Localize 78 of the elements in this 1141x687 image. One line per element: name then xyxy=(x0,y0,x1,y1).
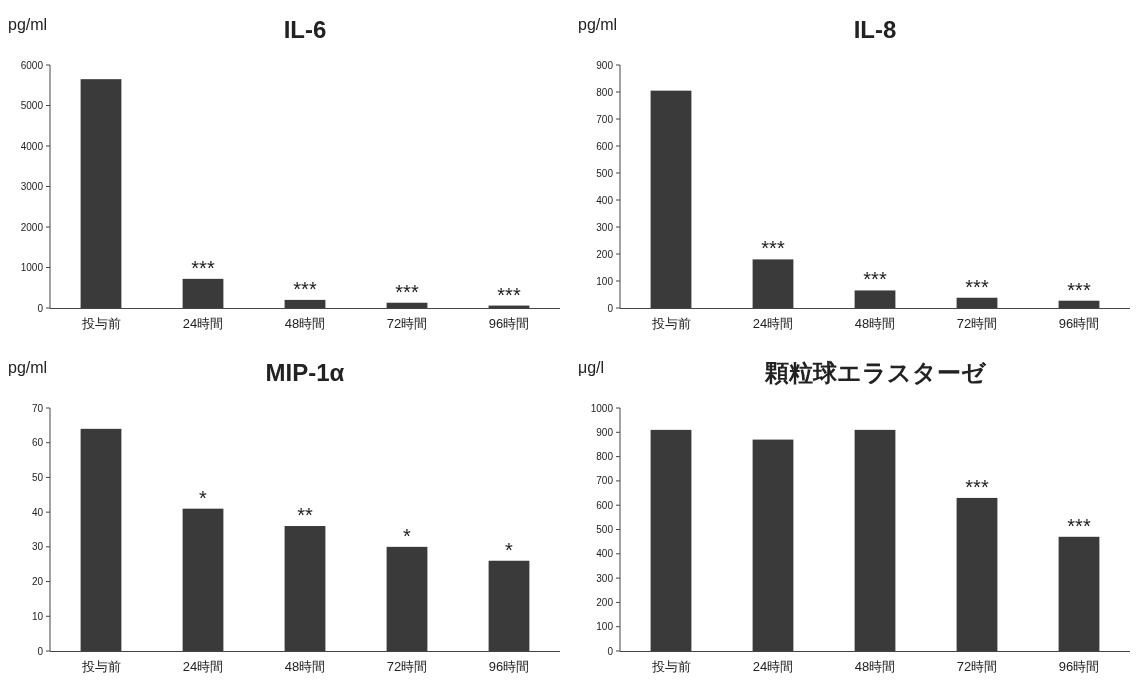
y-tick-label: 40 xyxy=(31,506,44,518)
y-tick-label: 0 xyxy=(607,302,614,314)
x-tick-label: 投与前 xyxy=(80,659,121,674)
y-tick-label: 50 xyxy=(31,471,44,483)
y-tick-label: 500 xyxy=(596,167,614,179)
x-tick-label: 96時間 xyxy=(1058,316,1100,331)
annotation: *** xyxy=(497,283,521,306)
x-tick-label: 72時間 xyxy=(956,316,998,331)
y-tick-label: 800 xyxy=(596,86,614,98)
chart-title: IL-8 xyxy=(853,16,897,43)
annotation: *** xyxy=(965,275,989,298)
y-tick-label: 300 xyxy=(596,221,614,233)
y-tick-label: 20 xyxy=(31,576,44,588)
y-tick-label: 200 xyxy=(596,248,614,260)
x-tick-label: 48時間 xyxy=(284,659,326,674)
y-tick-label: 800 xyxy=(596,451,614,463)
x-tick-label: 72時間 xyxy=(386,659,428,674)
x-tick-label: 96時間 xyxy=(488,316,530,331)
x-tick-label: 48時間 xyxy=(284,316,326,331)
y-tick-label: 500 xyxy=(596,524,614,535)
y-axis-title: pg/ml xyxy=(8,16,48,33)
y-tick-label: 2000 xyxy=(20,221,44,233)
y-tick-label: 900 xyxy=(596,59,614,71)
y-tick-label: 0 xyxy=(607,645,614,657)
y-axis-title: μg/l xyxy=(578,359,605,376)
y-tick-label: 30 xyxy=(31,541,44,553)
y-tick-label: 700 xyxy=(596,475,614,487)
annotation: ** xyxy=(297,504,313,527)
chart-title: MIP-1α xyxy=(265,359,345,386)
y-tick-label: 900 xyxy=(596,426,614,438)
annotation: *** xyxy=(1067,514,1091,537)
y-tick-label: 200 xyxy=(596,596,614,608)
x-tick-label: 96時間 xyxy=(488,659,530,674)
chart-title: IL-6 xyxy=(283,16,327,43)
annotation: *** xyxy=(761,237,785,260)
y-tick-label: 0 xyxy=(37,302,44,314)
y-axis-title: pg/ml xyxy=(578,16,618,33)
annotation: * xyxy=(403,524,411,547)
y-tick-label: 0 xyxy=(37,645,44,657)
x-tick-label: 48時間 xyxy=(854,316,896,331)
y-tick-label: 1000 xyxy=(590,402,614,414)
y-tick-label: 3000 xyxy=(20,181,44,192)
annotation: *** xyxy=(293,277,317,300)
x-tick-label: 投与前 xyxy=(650,316,691,331)
y-tick-label: 600 xyxy=(596,499,614,511)
y-tick-label: 4000 xyxy=(20,140,44,152)
y-tick-label: 70 xyxy=(31,402,44,414)
x-tick-label: 投与前 xyxy=(80,316,121,331)
annotation: * xyxy=(199,486,207,509)
annotation: *** xyxy=(965,475,989,498)
y-tick-label: 700 xyxy=(596,113,614,125)
x-tick-label: 72時間 xyxy=(386,316,428,331)
y-tick-label: 60 xyxy=(31,437,44,449)
y-tick-label: 600 xyxy=(596,140,614,152)
y-tick-label: 5000 xyxy=(20,100,44,111)
x-tick-label: 72時間 xyxy=(956,659,998,674)
y-tick-label: 100 xyxy=(596,275,614,287)
x-tick-label: 48時間 xyxy=(854,659,896,674)
y-tick-label: 10 xyxy=(31,610,44,622)
chart-title: 顆粒球エラスターゼ xyxy=(763,359,987,386)
x-tick-label: 24時間 xyxy=(752,316,794,331)
annotation: *** xyxy=(863,268,887,291)
x-tick-label: 24時間 xyxy=(182,316,224,331)
x-tick-label: 24時間 xyxy=(182,659,224,674)
annotation: * xyxy=(505,538,513,561)
annotation: *** xyxy=(395,280,419,303)
y-tick-label: 300 xyxy=(596,572,614,584)
y-tick-label: 6000 xyxy=(20,59,44,71)
y-tick-label: 400 xyxy=(596,194,614,206)
x-tick-label: 24時間 xyxy=(752,659,794,674)
y-tick-label: 1000 xyxy=(20,262,44,273)
y-tick-label: 400 xyxy=(596,548,614,560)
x-tick-label: 投与前 xyxy=(650,659,691,674)
y-axis-title: pg/ml xyxy=(8,359,48,376)
y-tick-label: 100 xyxy=(596,621,614,633)
annotation: *** xyxy=(1067,278,1091,301)
x-tick-label: 96時間 xyxy=(1058,659,1100,674)
annotation: *** xyxy=(191,256,215,279)
